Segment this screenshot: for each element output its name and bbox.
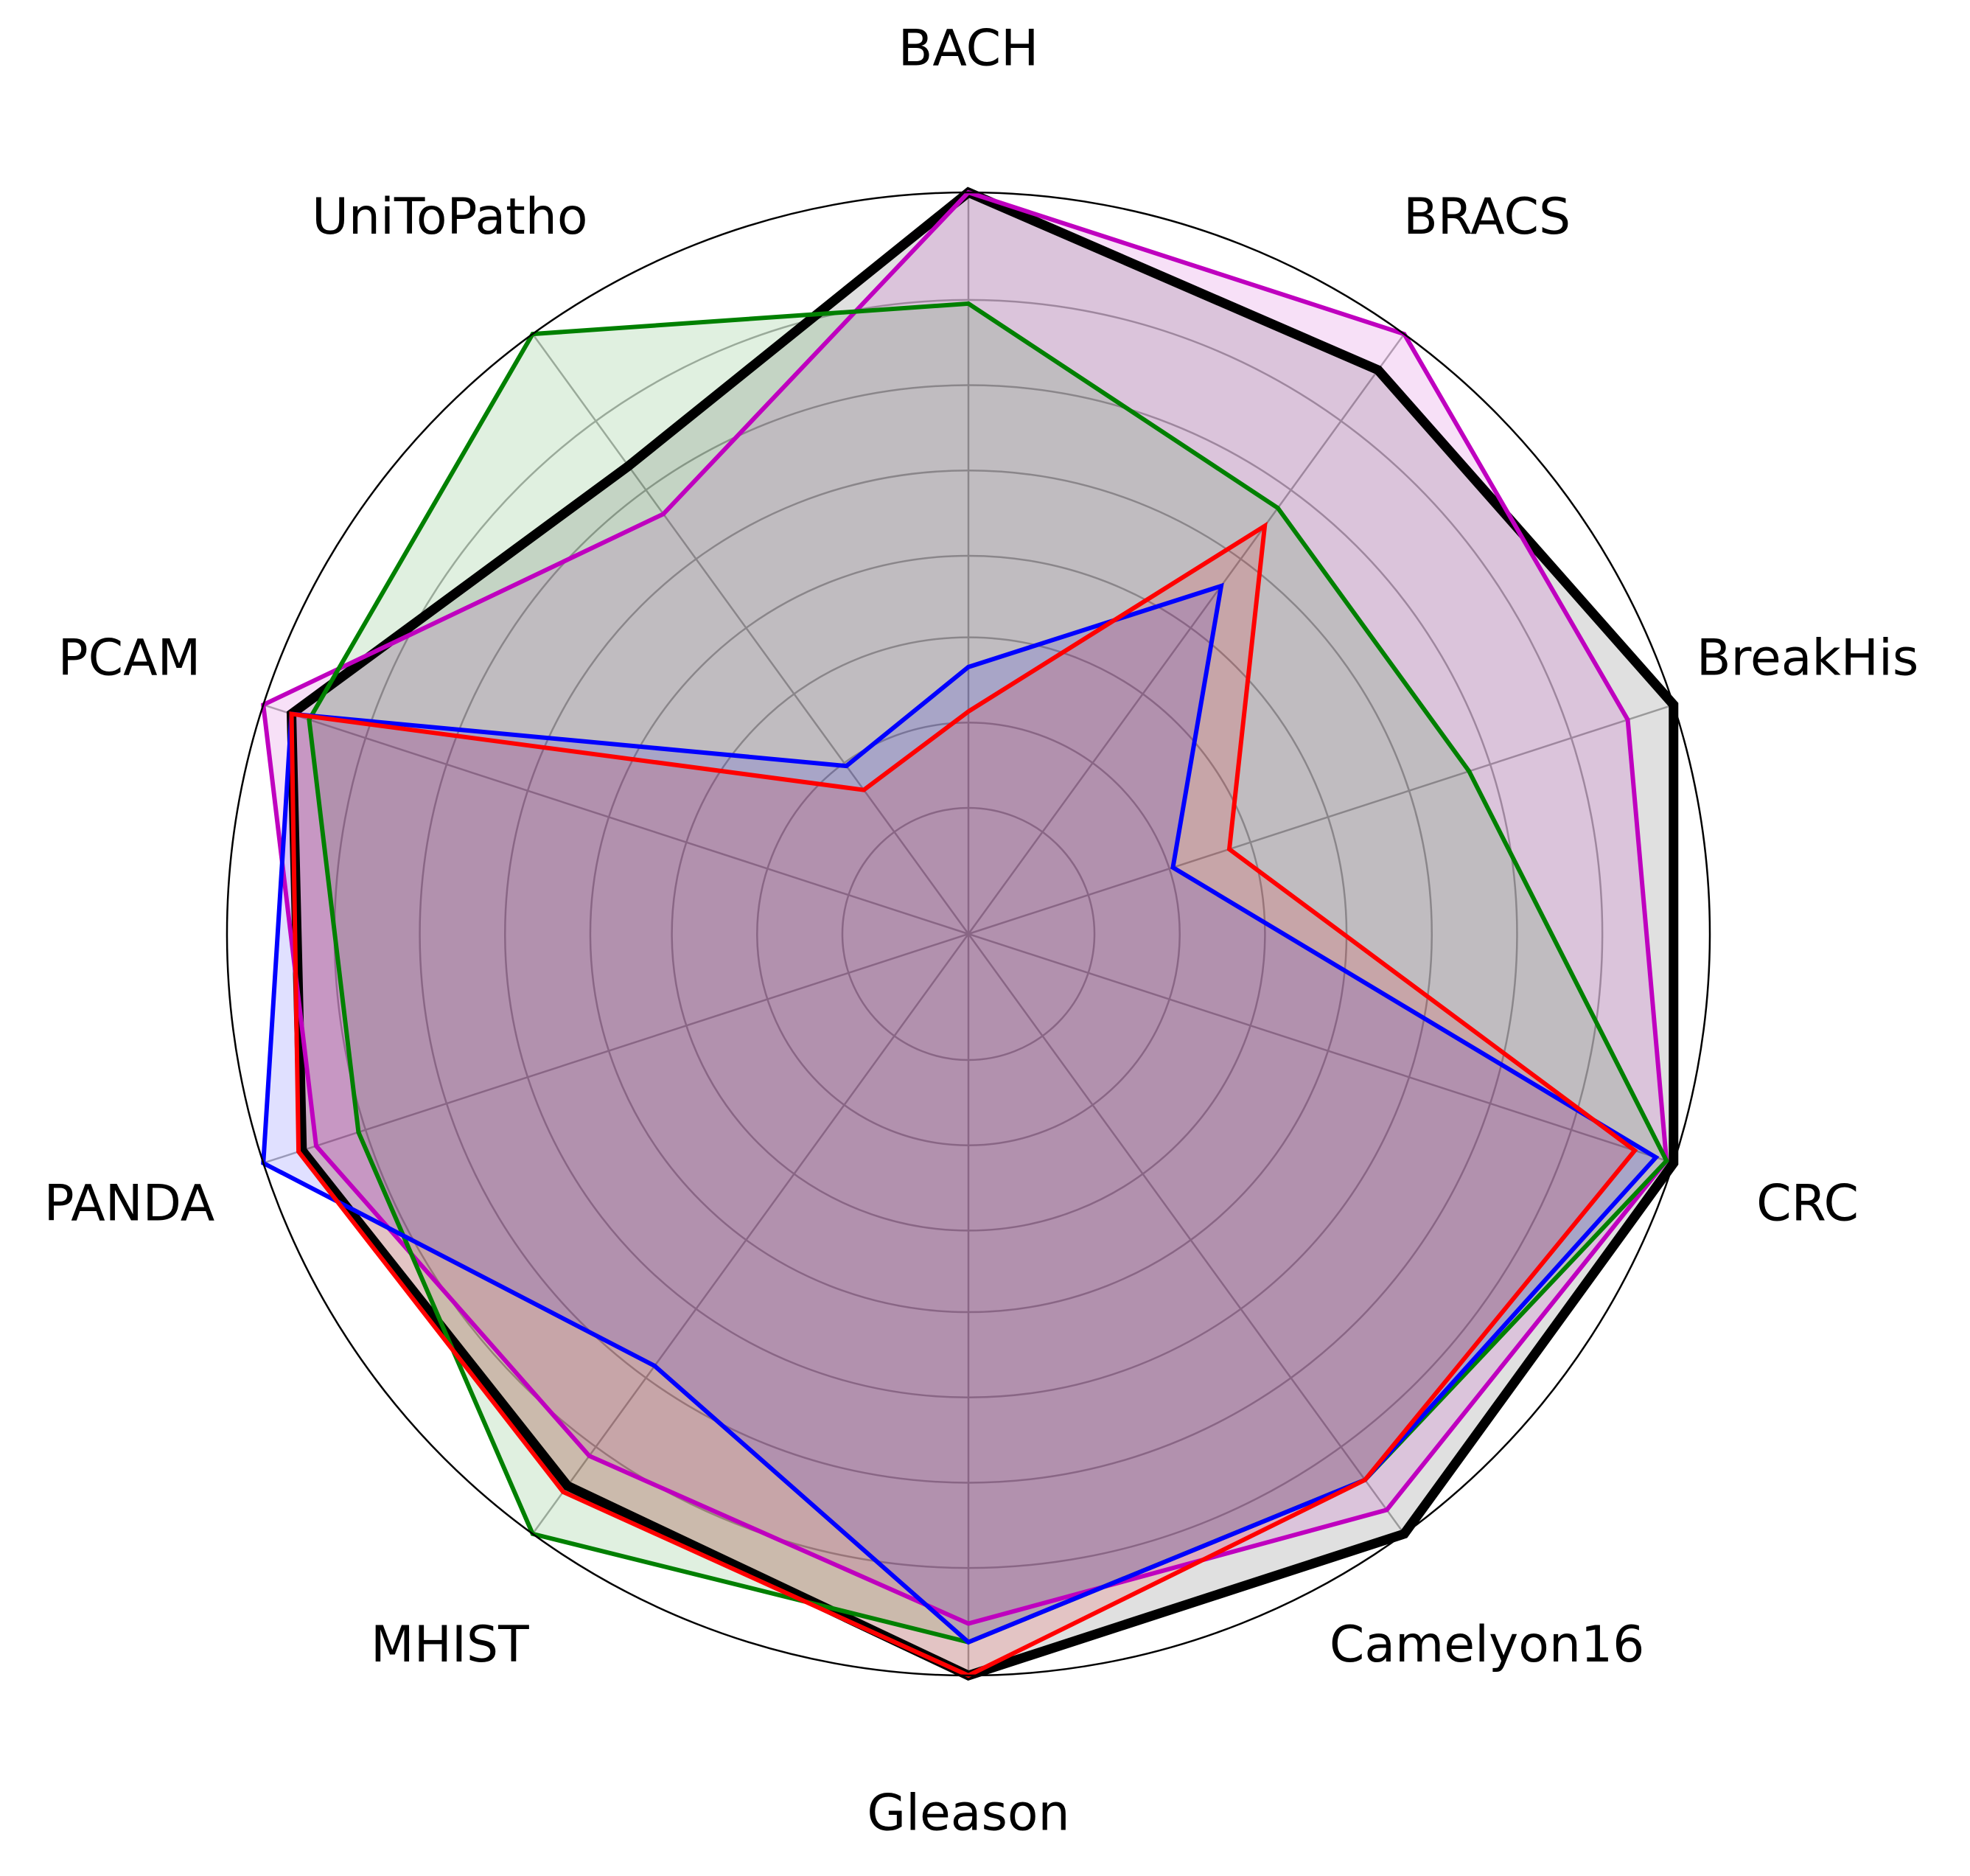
- spoke: [968, 932, 1674, 1165]
- series-line: [261, 582, 1660, 1645]
- series-area: [309, 303, 1667, 1642]
- axis-label: MHIST: [371, 1616, 529, 1674]
- axis-label: BACH: [898, 19, 1039, 77]
- spoke: [968, 703, 1674, 935]
- series-area: [291, 192, 1674, 1676]
- series-area: [291, 526, 1635, 1676]
- spoke: [531, 333, 970, 935]
- axis-label: UniToPatho: [312, 188, 587, 246]
- spoke: [967, 333, 1405, 935]
- spoke: [967, 933, 1405, 1535]
- spoke: [262, 932, 969, 1165]
- axis-label: Camelyon16: [1330, 1616, 1645, 1674]
- spoke: [262, 703, 969, 935]
- series-area: [263, 585, 1656, 1642]
- axis-label: BRACS: [1403, 188, 1571, 246]
- axis-label: PCAM: [58, 630, 201, 688]
- axis-label: BreakHis: [1697, 630, 1918, 688]
- outer-ring: [226, 191, 1711, 1677]
- spoke: [531, 933, 970, 1535]
- axis-label: CRC: [1756, 1174, 1859, 1232]
- axis-label: PANDA: [44, 1174, 215, 1232]
- series-line: [261, 189, 1669, 1626]
- series-area: [263, 192, 1667, 1624]
- axis-label: Gleason: [867, 1785, 1069, 1843]
